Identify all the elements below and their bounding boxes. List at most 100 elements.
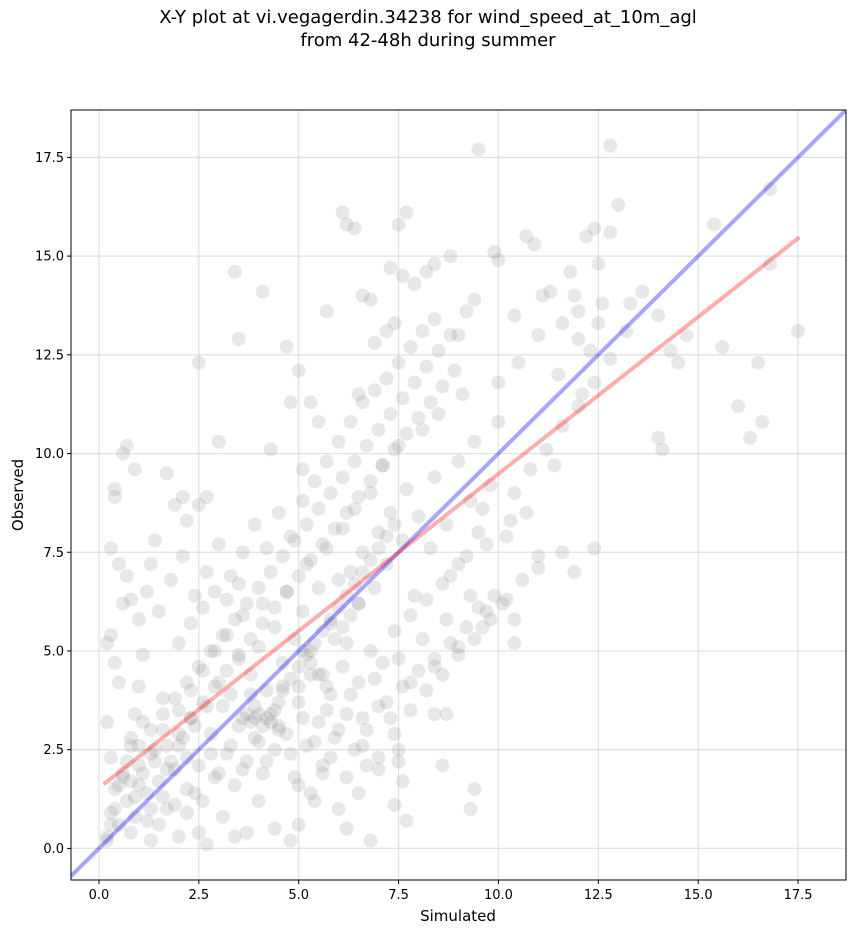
data-point	[235, 545, 250, 560]
data-point	[219, 746, 234, 761]
data-point	[587, 221, 602, 236]
data-point	[103, 628, 118, 643]
data-point	[111, 817, 126, 832]
data-point	[403, 339, 418, 354]
data-point	[251, 794, 266, 809]
data-point	[255, 719, 270, 733]
data-point	[335, 470, 350, 485]
data-point	[367, 383, 382, 398]
data-point	[187, 588, 202, 603]
data-point	[435, 576, 450, 591]
data-point	[507, 308, 522, 323]
data-point	[359, 758, 374, 773]
data-point	[311, 580, 326, 595]
data-point	[319, 454, 334, 469]
data-point	[131, 612, 146, 627]
data-point	[419, 359, 434, 374]
data-point	[119, 754, 134, 769]
data-point	[363, 553, 378, 568]
data-point	[259, 683, 274, 698]
data-point	[295, 493, 310, 508]
data-point	[387, 624, 402, 639]
data-point	[359, 722, 374, 737]
data-point	[479, 604, 494, 619]
data-point	[263, 715, 278, 730]
data-point	[451, 647, 466, 662]
data-point	[531, 561, 546, 576]
data-point	[371, 750, 386, 765]
data-point	[471, 600, 486, 615]
data-point	[287, 770, 302, 785]
data-point	[507, 486, 522, 501]
data-point	[339, 588, 354, 603]
data-point	[435, 667, 450, 682]
data-point	[751, 355, 766, 370]
data-point	[427, 257, 442, 271]
y-tick-label: 12.5	[35, 348, 64, 363]
data-point	[271, 722, 286, 737]
data-point	[407, 588, 422, 603]
data-point	[167, 691, 182, 706]
data-point	[191, 355, 206, 370]
data-point	[587, 375, 602, 390]
data-point	[395, 774, 410, 789]
data-point	[427, 312, 442, 327]
data-point	[343, 687, 358, 702]
data-point	[371, 541, 386, 556]
data-point	[319, 679, 334, 694]
data-point	[275, 679, 290, 694]
y-tick-label: 17.5	[35, 151, 64, 166]
data-point	[387, 726, 402, 741]
data-point	[459, 549, 474, 564]
data-point	[371, 699, 386, 714]
data-point	[763, 181, 778, 196]
data-point	[491, 375, 506, 390]
x-tick-label: 5.0	[288, 888, 309, 903]
data-point	[339, 707, 354, 722]
data-point	[499, 592, 514, 607]
data-point	[251, 734, 266, 749]
data-point	[103, 817, 118, 832]
data-point	[499, 529, 514, 544]
data-point	[207, 643, 222, 658]
data-point	[195, 663, 210, 678]
data-point	[167, 497, 182, 512]
data-point	[171, 726, 186, 741]
data-point	[247, 517, 262, 532]
x-tick-label: 12.5	[584, 888, 613, 903]
data-point	[519, 505, 534, 520]
data-point	[379, 324, 394, 339]
data-point	[679, 328, 694, 343]
data-point	[467, 632, 482, 647]
data-point	[199, 489, 214, 504]
data-point	[167, 797, 182, 812]
data-point	[151, 604, 166, 619]
data-point	[339, 770, 354, 785]
data-point	[243, 632, 258, 647]
data-point	[239, 596, 254, 611]
data-point	[287, 632, 302, 647]
data-point	[299, 738, 314, 753]
data-point	[531, 549, 546, 564]
data-point	[603, 138, 618, 153]
data-point	[363, 643, 378, 658]
y-tick-label: 5.0	[43, 644, 64, 659]
data-point	[123, 730, 138, 745]
data-point	[363, 833, 378, 848]
data-point	[491, 414, 506, 429]
data-point	[123, 592, 138, 607]
data-point	[235, 711, 250, 726]
data-point	[179, 675, 194, 690]
data-point	[139, 584, 154, 599]
data-point	[355, 288, 370, 303]
data-point	[179, 750, 194, 765]
data-point	[267, 742, 282, 757]
data-point	[323, 612, 338, 627]
data-point	[227, 778, 242, 793]
data-point	[663, 343, 678, 358]
data-point	[471, 525, 486, 540]
data-point	[159, 801, 174, 816]
data-point	[351, 596, 366, 611]
data-point	[327, 632, 342, 647]
data-point	[383, 260, 398, 275]
